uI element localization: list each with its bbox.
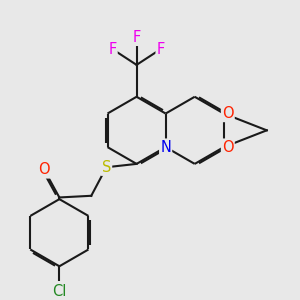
Text: F: F <box>157 42 165 57</box>
Text: O: O <box>222 140 234 154</box>
Text: Cl: Cl <box>52 284 67 299</box>
Text: O: O <box>38 162 50 177</box>
Text: S: S <box>102 160 111 175</box>
Text: F: F <box>108 42 116 57</box>
Text: N: N <box>160 140 171 154</box>
Text: F: F <box>132 30 141 45</box>
Text: O: O <box>222 106 234 121</box>
